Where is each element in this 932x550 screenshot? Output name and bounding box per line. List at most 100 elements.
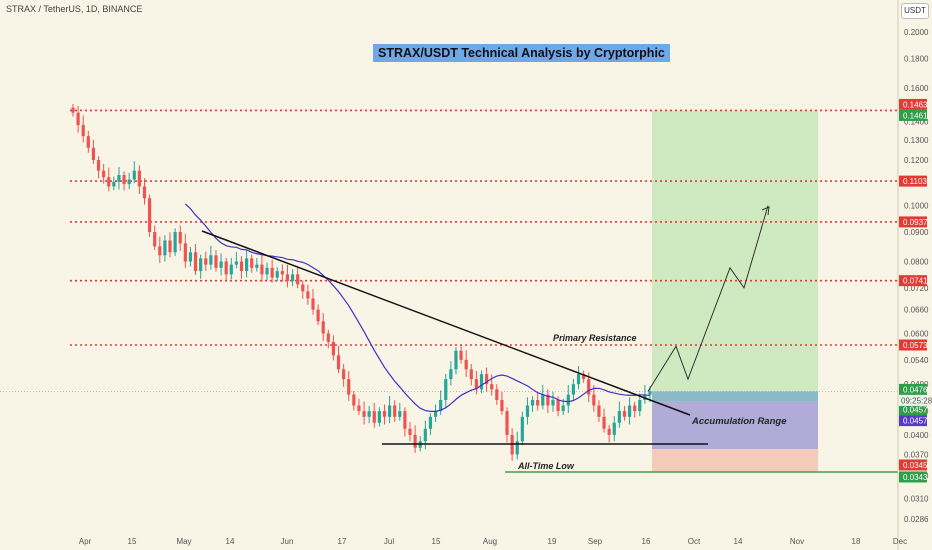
candle-body (301, 284, 305, 292)
candle-body (433, 411, 438, 417)
candle-body (209, 255, 213, 265)
x-tick-label: Sep (588, 537, 603, 546)
candle-body (546, 394, 550, 406)
candle-body (556, 399, 560, 412)
candle-body (245, 258, 249, 272)
candle-body (117, 175, 121, 182)
candle-body (423, 428, 427, 442)
candle-body (168, 240, 172, 253)
countdown-label: 09:25:28 (901, 396, 932, 405)
price-tag-label: 0.0741 (903, 277, 928, 286)
x-tick-label: Jun (281, 537, 294, 546)
candle-body (627, 405, 632, 417)
candle-body (592, 394, 596, 406)
candle-body (107, 177, 111, 187)
candle-body (316, 309, 320, 322)
price-tag (899, 339, 927, 351)
y-tick-label: 0.0400 (904, 431, 929, 440)
candle-body (633, 405, 637, 412)
candle-body (229, 264, 233, 275)
candle-body (449, 369, 453, 380)
candle-body (96, 160, 101, 171)
candle-body (638, 399, 642, 412)
candle-body (571, 384, 576, 395)
price-tag (899, 98, 927, 110)
candle-body (311, 298, 315, 310)
candle-body (408, 428, 412, 435)
x-tick-label: Aug (483, 537, 497, 546)
candle-body (485, 374, 489, 385)
candle-body (173, 232, 177, 253)
x-tick-label: 17 (338, 537, 347, 546)
y-tick-label: 0.1600 (904, 84, 929, 93)
y-tick-label: 0.1800 (904, 55, 929, 64)
accumulation-zone (652, 401, 818, 450)
candle-body (275, 271, 279, 278)
candle-body (122, 175, 126, 185)
y-tick-label: 0.0800 (904, 257, 929, 266)
trend-lines (184, 203, 770, 445)
candle-body (163, 240, 167, 256)
symbol-header: STRAX / TetherUS, 1D, BINANCE (6, 4, 143, 14)
x-tick-label: Jul (384, 537, 394, 546)
candle-body (403, 411, 407, 429)
y-tick-label: 0.0900 (904, 228, 929, 237)
candle-body (551, 399, 555, 406)
candle-body (541, 394, 545, 406)
candle-body (214, 255, 218, 268)
resistance-levels (0, 109, 898, 473)
price-tag-label: 0.0573 (903, 341, 928, 350)
candle-body (495, 389, 499, 400)
candle-body (398, 411, 402, 417)
candle-body (296, 274, 300, 285)
countdown-tag (899, 394, 929, 406)
y-tick-label: 0.1200 (904, 156, 929, 165)
moving-average-line (184, 203, 651, 412)
candle-body (612, 422, 616, 435)
candle-body (306, 291, 310, 299)
candle-body (204, 258, 208, 265)
price-tag (899, 216, 927, 228)
candle-body (469, 369, 473, 380)
candle-body (290, 274, 295, 281)
y-tick-label: 0.1000 (904, 202, 929, 211)
x-tick-label: Oct (688, 537, 701, 546)
candle-body (505, 411, 509, 435)
price-tag (899, 383, 927, 395)
candle-body (193, 252, 198, 272)
candle-body (321, 321, 325, 334)
x-tick-label: May (176, 537, 191, 546)
candle-body (648, 391, 652, 395)
price-tag (899, 404, 927, 416)
chart-title: STRAX/USDT Technical Analysis by Cryptor… (373, 44, 670, 62)
price-tag-label: 0.0937 (903, 218, 928, 227)
x-tick-label: Apr (79, 537, 92, 546)
x-tick-label: 15 (432, 537, 441, 546)
price-tag-label: 0.1461 (903, 111, 928, 120)
price-tag-label: 0.0457 (903, 406, 928, 415)
candle-body (142, 186, 147, 199)
x-tick-label: 18 (852, 537, 861, 546)
candle-body (239, 261, 244, 272)
x-tick-label: Dec (893, 537, 907, 546)
primary-resistance-label: Primary Resistance (553, 333, 637, 343)
y-tick-label: 0.0310 (904, 495, 929, 504)
candle-body (127, 179, 131, 185)
candle-body (265, 267, 269, 275)
candle-body (86, 136, 90, 148)
price-tag (899, 415, 927, 427)
candle-body (352, 394, 356, 406)
candle-body (444, 379, 448, 400)
candle-body (622, 411, 627, 417)
x-tick-label: 15 (128, 537, 137, 546)
price-tag-label: 0.1463 (903, 100, 928, 109)
candle-body (561, 405, 565, 412)
candle-body (270, 267, 274, 278)
unit-badge[interactable]: USDT (901, 3, 929, 19)
candle-body (158, 246, 162, 256)
x-tick-label: 14 (734, 537, 743, 546)
candle-body (347, 379, 351, 395)
candle-body (76, 112, 80, 126)
price-tag (899, 471, 927, 483)
